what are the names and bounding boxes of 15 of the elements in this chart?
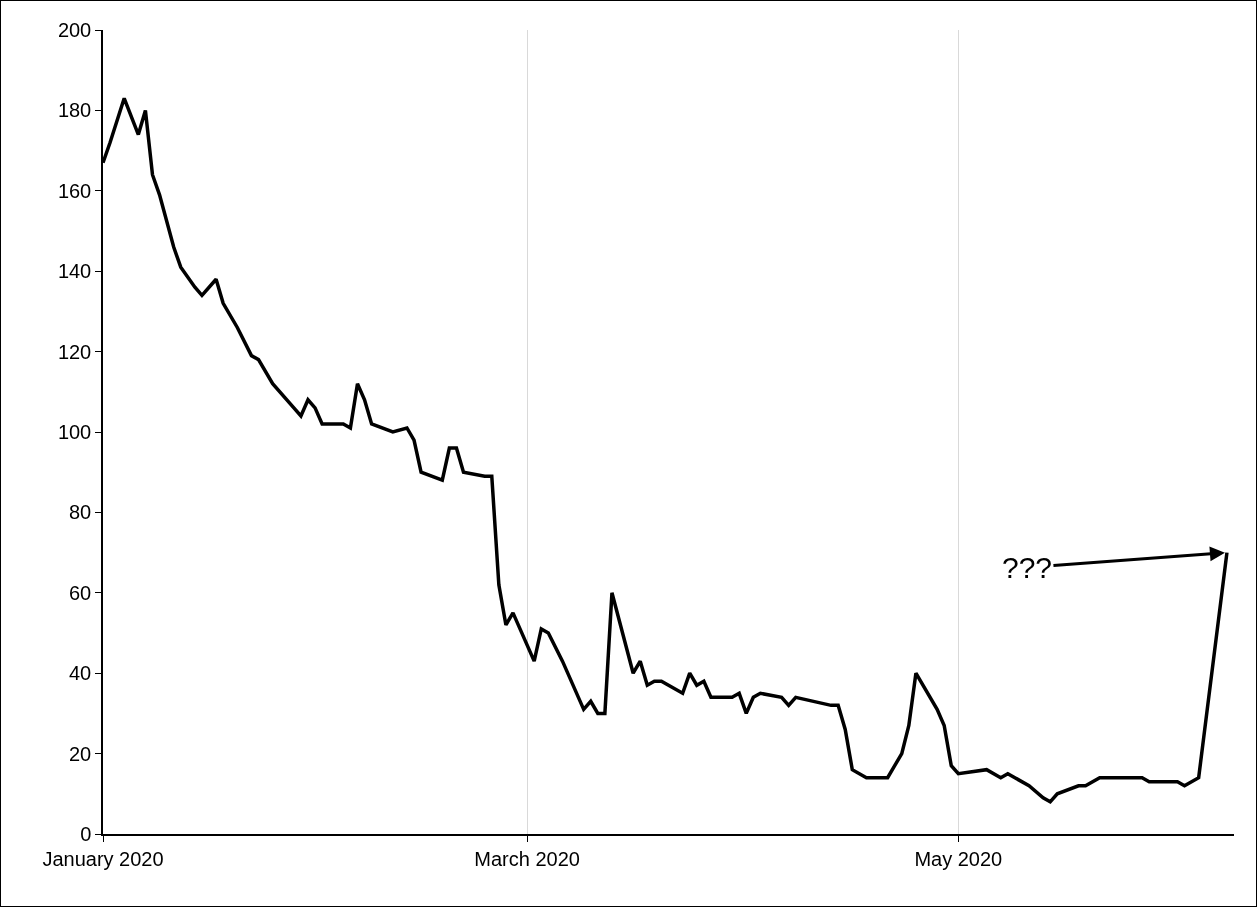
y-tick-label: 140 [57,260,92,283]
y-tick-label: 160 [57,179,92,202]
y-tick-label: 80 [69,501,92,524]
x-tick-label: January 2020 [42,847,164,870]
y-tick-label: 120 [57,340,92,363]
y-tick-label: 0 [80,823,92,845]
y-tick-label: 60 [69,581,92,604]
x-tick-label: May 2020 [914,847,1003,870]
y-tick-label: 20 [69,742,92,765]
y-tick-label: 40 [69,662,92,685]
y-tick-label: 100 [57,421,92,443]
x-tick-label: March 2020 [474,847,580,870]
annotation: ??? [1002,551,1053,584]
y-tick-label: 180 [57,99,92,122]
y-tick-label: 200 [57,19,92,41]
